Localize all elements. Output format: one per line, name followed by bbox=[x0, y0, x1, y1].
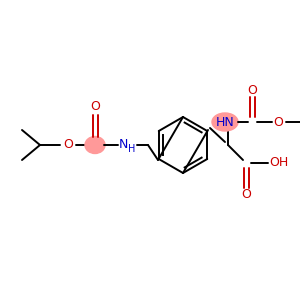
Text: O: O bbox=[90, 100, 100, 113]
Text: OH: OH bbox=[269, 157, 289, 169]
Text: O: O bbox=[63, 139, 73, 152]
Text: H: H bbox=[128, 144, 136, 154]
Text: O: O bbox=[241, 188, 251, 202]
Text: N: N bbox=[118, 139, 128, 152]
Text: O: O bbox=[273, 116, 283, 128]
Text: HN: HN bbox=[216, 116, 234, 128]
Text: O: O bbox=[247, 83, 257, 97]
Ellipse shape bbox=[85, 136, 105, 154]
Ellipse shape bbox=[212, 113, 238, 131]
